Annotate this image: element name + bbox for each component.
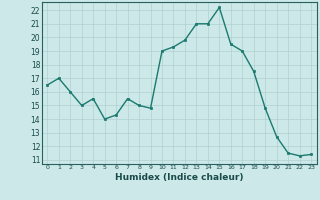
X-axis label: Humidex (Indice chaleur): Humidex (Indice chaleur) [115,173,244,182]
